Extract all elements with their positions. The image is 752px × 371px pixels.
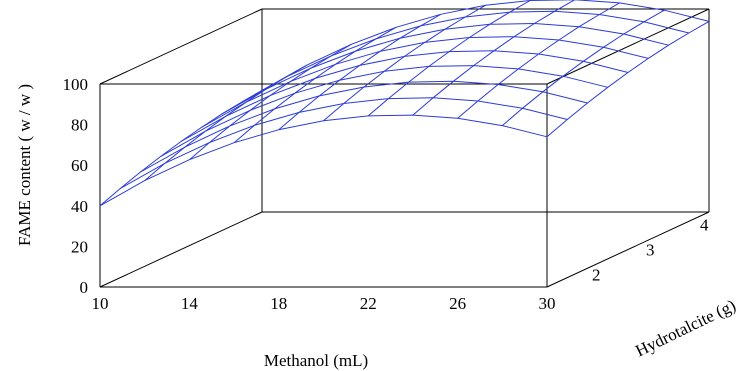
mesh-line-along-x	[99, 114, 548, 207]
mesh-line-along-y	[278, 13, 442, 131]
z-tick-label: 100	[63, 75, 89, 94]
z-tick-label: 60	[71, 156, 88, 175]
x-tick-label: 18	[270, 294, 287, 313]
mesh-line-along-y	[546, 20, 710, 138]
y-tick-label: 3	[646, 241, 655, 260]
mesh-line-along-x	[261, 0, 710, 91]
surface-mesh	[99, 0, 710, 207]
y-tick-label: 4	[700, 216, 709, 235]
mesh-line-along-y	[99, 89, 263, 207]
mesh-line-along-y	[367, 0, 531, 117]
x-tick-label: 22	[360, 294, 377, 313]
mesh-line-along-y	[457, 2, 620, 119]
mesh-line-along-x	[120, 97, 568, 189]
mesh-line-along-y	[189, 43, 352, 161]
x-tick-label: 30	[539, 294, 556, 313]
mesh-line-along-y	[501, 9, 665, 126]
z-tick-label: 0	[80, 278, 89, 297]
box-edge	[99, 8, 263, 85]
box-edge	[546, 8, 710, 85]
z-tick-label: 40	[71, 197, 88, 216]
tick-labels: 10 14 18 22 26 30 0 20 40 60 80 100 2 3 4	[63, 75, 710, 313]
box-edge	[99, 211, 263, 288]
mesh-line-along-y	[233, 26, 397, 144]
mesh-line-along-x	[241, 10, 689, 103]
mesh-line-along-x	[221, 22, 669, 115]
x-axis-title: Methanol (mL)	[264, 351, 368, 370]
z-tick-label: 80	[71, 116, 88, 135]
x-tick-label: 14	[181, 294, 199, 313]
y-axis-title: Hydrotalcite (g)	[632, 296, 738, 361]
mesh-line-along-y	[144, 64, 307, 181]
box-edge	[546, 211, 710, 288]
mesh-line-along-y	[412, 0, 576, 116]
x-tick-label: 10	[92, 294, 109, 313]
plot-box	[99, 8, 710, 288]
z-tick-label: 20	[71, 237, 88, 256]
x-tick-label: 26	[449, 294, 466, 313]
z-axis-title: FAME content ( w / w )	[15, 84, 34, 246]
y-tick-label: 2	[592, 266, 601, 285]
mesh-line-along-y	[323, 4, 486, 122]
